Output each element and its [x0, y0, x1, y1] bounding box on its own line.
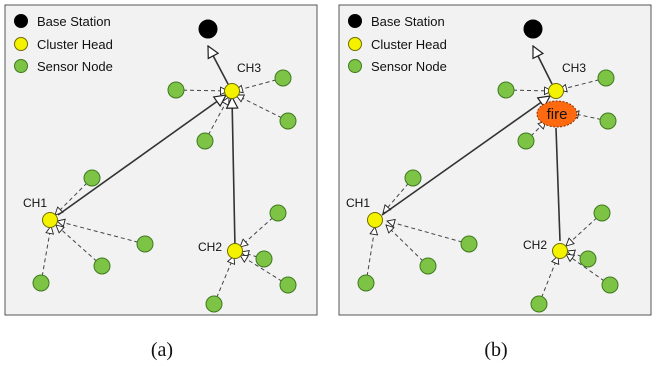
fire-icon	[536, 100, 578, 128]
sensor-node	[274, 69, 292, 87]
panel-a-cluster-head-ch3	[224, 83, 240, 99]
sensor-node	[205, 295, 223, 313]
legend-cluster-head-label: Cluster Head	[371, 37, 447, 52]
panel-a-sensor-nodes	[32, 69, 297, 313]
legend-cluster-head-label: Cluster Head	[37, 37, 113, 52]
sensor-node	[136, 235, 154, 253]
panel-b-base-station	[523, 19, 543, 39]
legend-base-station-icon	[14, 14, 28, 28]
sensor-node	[599, 112, 617, 130]
panel-b-ch2-label: CH2	[523, 238, 547, 252]
legend-cluster-head-icon	[348, 37, 362, 51]
panel-a-caption: (a)	[151, 339, 173, 361]
panel-b-head-links	[381, 46, 561, 242]
sensor-node	[593, 204, 611, 222]
sensor-node	[530, 295, 548, 313]
panel-b-caption: (b)	[484, 339, 507, 361]
panel-a-head-links	[57, 46, 235, 249]
panel-b-sensor-nodes	[357, 69, 619, 313]
sensor-node	[357, 274, 375, 292]
panel-a-ch1-label: CH1	[23, 196, 47, 210]
panel-a-ch3-label: CH3	[237, 61, 261, 75]
sensor-node	[269, 204, 287, 222]
sensor-node	[419, 257, 437, 275]
panel-b-legend: Base Station Cluster Head Sensor Node	[348, 14, 447, 74]
sensor-node	[167, 81, 185, 99]
sensor-node	[517, 132, 535, 150]
panel-b-fire-event: fire	[536, 100, 578, 128]
sensor-node	[404, 169, 422, 187]
legend-cluster-head-icon	[14, 37, 28, 51]
legend-sensor-node-icon	[14, 59, 28, 73]
sensor-node	[32, 274, 50, 292]
sensor-node	[83, 169, 101, 187]
legend-sensor-node-label: Sensor Node	[37, 59, 113, 74]
legend-base-station-label: Base Station	[371, 14, 445, 29]
fire-label: fire	[547, 106, 568, 123]
panel-a: Base Station Cluster Head Sensor Node	[4, 4, 318, 316]
sensor-node	[460, 235, 478, 253]
sensor-node	[279, 112, 297, 130]
panel-b-cluster-head-ch1	[367, 212, 383, 228]
sensor-node	[579, 250, 597, 268]
sensor-node	[93, 257, 111, 275]
panel-a-legend: Base Station Cluster Head Sensor Node	[14, 14, 113, 74]
panel-a-base-station	[198, 19, 218, 39]
sensor-node	[196, 132, 214, 150]
panel-b-cluster-head-ch2	[552, 243, 568, 259]
legend-base-station-icon	[348, 14, 362, 28]
panel-a-cluster-head-ch2	[227, 243, 243, 259]
panel-b-cluster-head-ch3	[548, 83, 564, 99]
sensor-node	[601, 276, 619, 294]
panel-b-ch3-label: CH3	[562, 61, 586, 75]
sensor-node	[279, 276, 297, 294]
legend-base-station-label: Base Station	[37, 14, 111, 29]
panel-a-ch2-label: CH2	[198, 240, 222, 254]
legend-sensor-node-icon	[348, 59, 362, 73]
sensor-node	[255, 250, 273, 268]
panel-a-cluster-head-ch1	[42, 212, 58, 228]
panel-b-ch1-label: CH1	[346, 196, 370, 210]
panel-b: Base Station Cluster Head Sensor Node	[338, 4, 652, 316]
legend-sensor-node-label: Sensor Node	[371, 59, 447, 74]
sensor-node	[497, 81, 515, 99]
panel-b-frame	[338, 4, 652, 316]
sensor-node	[597, 69, 615, 87]
